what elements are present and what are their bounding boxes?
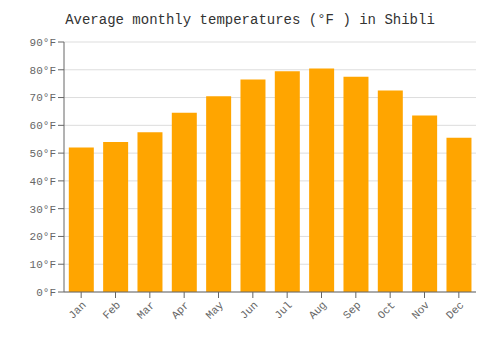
svg-text:Jul: Jul: [272, 299, 294, 321]
svg-text:Jan: Jan: [66, 299, 88, 321]
svg-text:30°F: 30°F: [30, 204, 56, 216]
svg-text:60°F: 60°F: [30, 120, 56, 132]
svg-text:10°F: 10°F: [30, 259, 56, 271]
svg-text:Dec: Dec: [444, 299, 466, 321]
html-text:Average monthly temperatures (: Average monthly temperatures (°F ) in Sh…: [65, 12, 435, 28]
svg-text:90°F: 90°F: [30, 37, 56, 49]
svg-text:Mar: Mar: [135, 299, 157, 321]
svg-text:Aug: Aug: [307, 299, 329, 321]
svg-text:80°F: 80°F: [30, 65, 56, 77]
svg-text:Oct: Oct: [375, 299, 397, 321]
svg-text:50°F: 50°F: [30, 148, 56, 160]
svg-text:Jun: Jun: [238, 299, 260, 321]
svg-text:40°F: 40°F: [30, 176, 56, 188]
svg-text:Feb: Feb: [101, 299, 123, 321]
svg-text:Sep: Sep: [341, 299, 363, 321]
svg-text:20°F: 20°F: [30, 231, 56, 243]
svg-text:Apr: Apr: [169, 299, 191, 321]
svg-text:70°F: 70°F: [30, 92, 56, 104]
svg-text:Nov: Nov: [410, 299, 433, 322]
svg-text:0°F: 0°F: [36, 287, 56, 299]
svg-text:May: May: [204, 299, 227, 322]
